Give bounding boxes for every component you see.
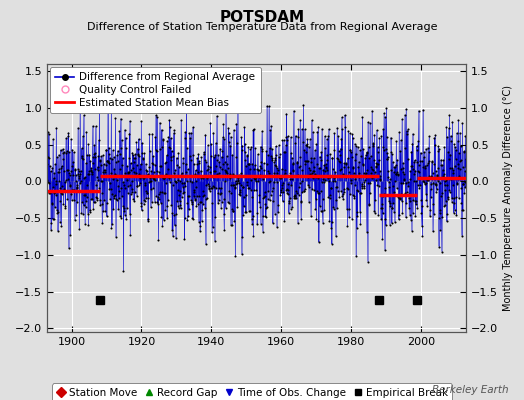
Legend: Station Move, Record Gap, Time of Obs. Change, Empirical Break: Station Move, Record Gap, Time of Obs. C… bbox=[52, 384, 452, 400]
Text: POTSDAM: POTSDAM bbox=[220, 10, 304, 25]
Text: Berkeley Earth: Berkeley Earth bbox=[432, 385, 508, 395]
Text: Difference of Station Temperature Data from Regional Average: Difference of Station Temperature Data f… bbox=[87, 22, 437, 32]
Y-axis label: Monthly Temperature Anomaly Difference (°C): Monthly Temperature Anomaly Difference (… bbox=[503, 85, 512, 311]
